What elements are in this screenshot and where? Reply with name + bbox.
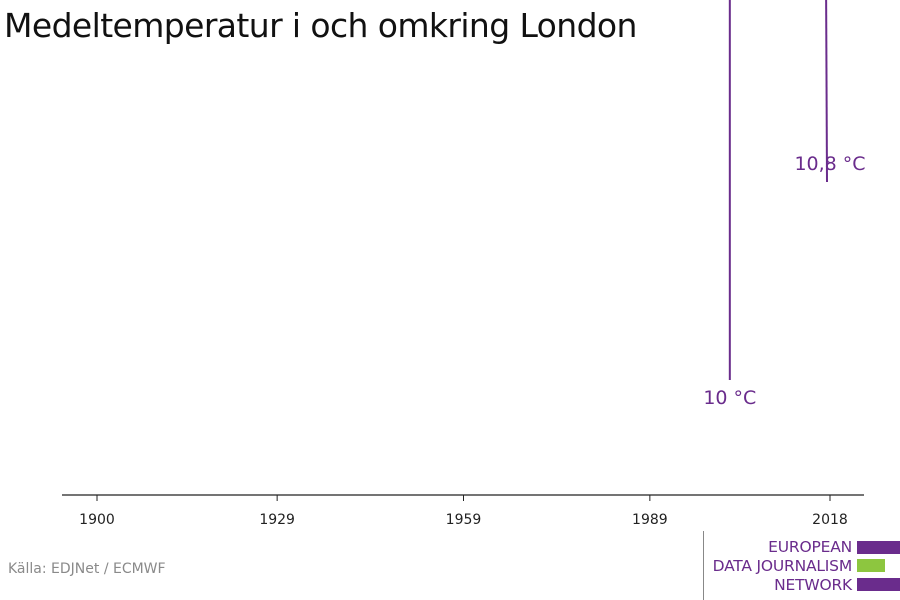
logo-line-2: DATA JOURNALISM xyxy=(712,557,853,575)
source-note: Källa: EDJNet / ECMWF xyxy=(8,561,166,577)
x-tick-label-1929: 1929 xyxy=(259,512,295,528)
logo-bar-purple-top xyxy=(857,541,900,554)
recent-arrow-shaft xyxy=(825,0,828,183)
x-tick-label-1900: 1900 xyxy=(79,512,115,528)
logo-bar-purple-bottom xyxy=(857,578,900,591)
x-tick-label-1959: 1959 xyxy=(446,512,482,528)
x-tick-label-1989: 1989 xyxy=(632,512,668,528)
chart-title: Medeltemperatur i och omkring London xyxy=(4,6,637,45)
edjnet-logo: EUROPEAN DATA JOURNALISM NETWORK xyxy=(700,531,900,600)
logo-line-3: NETWORK xyxy=(774,576,852,594)
x-tick-label-2018: 2018 xyxy=(812,512,848,528)
x-axis: 1900 1929 1959 1989 2018 xyxy=(62,494,864,528)
logo-divider xyxy=(703,531,704,600)
recent-average-label: 10,8 °C xyxy=(794,153,865,175)
logo-bar-green xyxy=(857,559,885,572)
annotations-layer: +0,8°10 °C10,8 °C xyxy=(703,0,866,409)
baseline-label: 10 °C xyxy=(703,387,756,409)
logo-line-1: EUROPEAN xyxy=(768,538,852,556)
